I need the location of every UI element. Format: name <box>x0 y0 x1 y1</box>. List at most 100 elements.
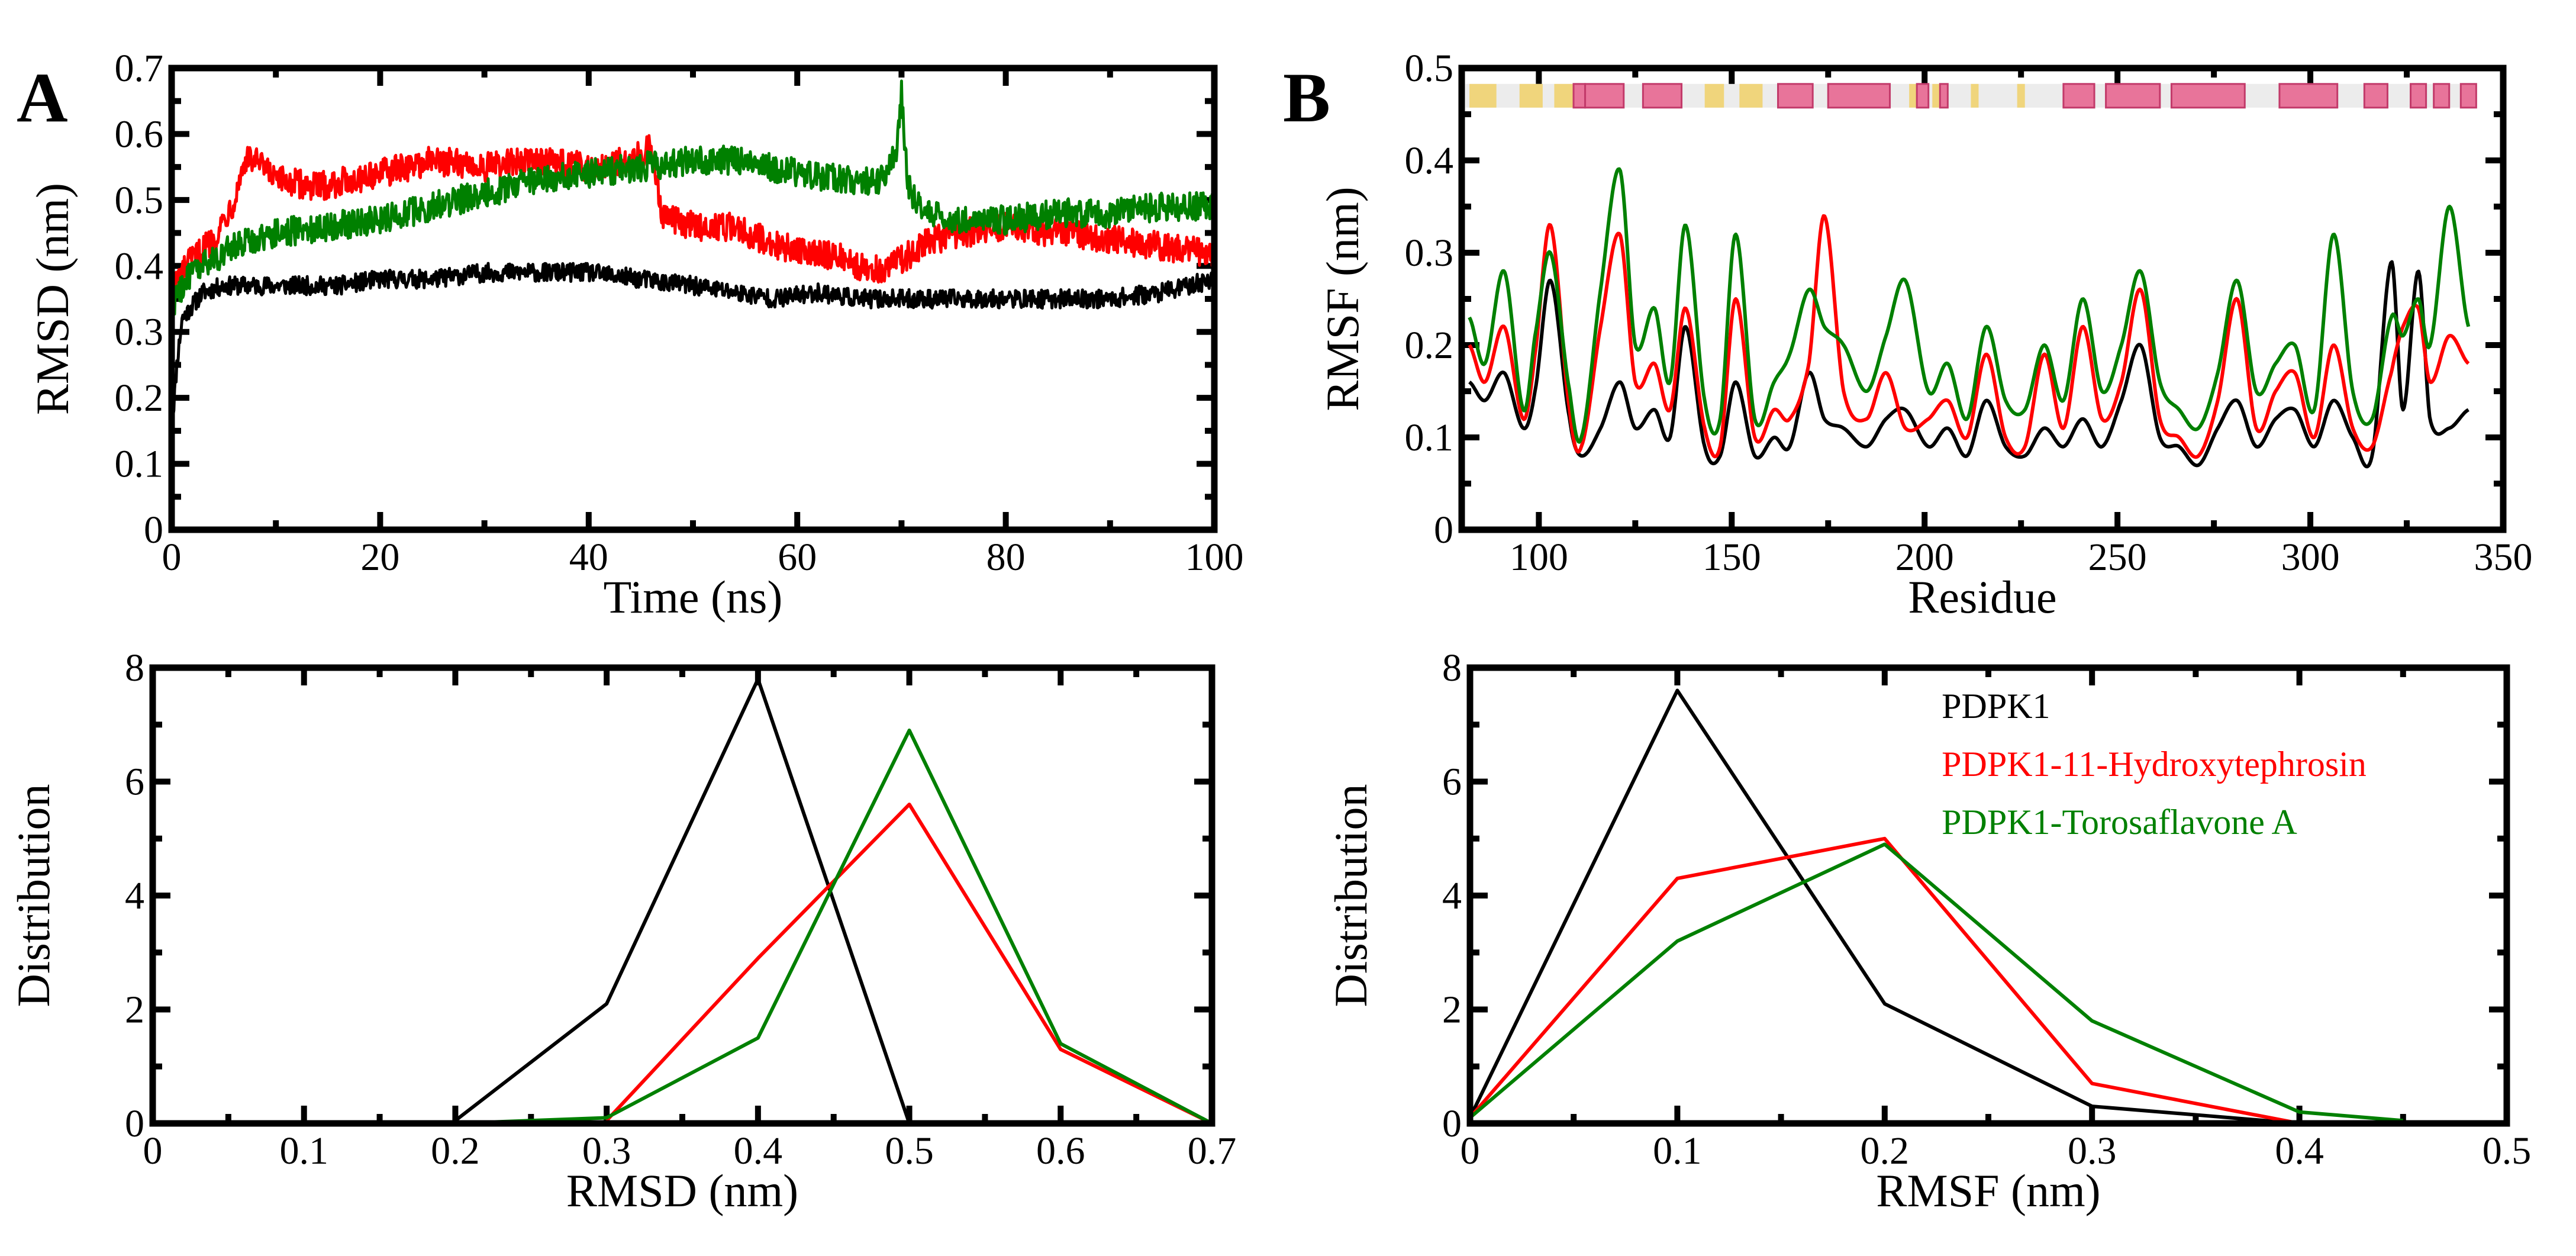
legend-entry-pdpk1-11-hydroxytephrosin: PDPK1-11-Hydroxytephrosin <box>1942 745 2367 784</box>
x-tick-label: 0.6 <box>1036 1129 1085 1173</box>
y-tick-label: 0 <box>144 508 163 552</box>
series-line-pdpk1-torosaflavone-a <box>1470 842 2404 1123</box>
x-tick-label: 0.5 <box>885 1129 934 1173</box>
x-axis-title: RMSD (nm) <box>566 1165 798 1216</box>
x-tick-label: 0.1 <box>1653 1129 1702 1173</box>
y-tick-label: 0.3 <box>115 311 164 354</box>
x-tick-label: 0.7 <box>1188 1129 1237 1173</box>
x-tick-label: 40 <box>569 536 608 579</box>
y-tick-label: 4 <box>125 874 144 917</box>
helix-segment <box>1572 83 1587 109</box>
y-tick-label: 0.5 <box>1405 47 1454 90</box>
x-tick-label: 0 <box>143 1129 163 1173</box>
rmsf-distribution-chart: 0 0.1 0.2 0.3 0.4 0.5 0 2 4 6 8 RMSF (nm) Distributi… <box>1325 646 2531 1216</box>
helix-segment <box>2459 83 2477 109</box>
y-tick-label: 0.7 <box>115 47 164 90</box>
y-axis-title: RMSD (nm) <box>27 183 78 415</box>
plot-frame <box>168 65 1218 533</box>
series-line-pdpk1-torosaflavone-a <box>455 728 1212 1123</box>
x-axis-title: RMSF (nm) <box>1876 1165 2100 1216</box>
y-tick-label: 0.4 <box>115 244 164 288</box>
sheet-segment <box>1704 83 1724 108</box>
x-tick-label: 150 <box>1703 536 1761 579</box>
axis-ticks <box>150 665 1215 1126</box>
helix-segment <box>1584 83 1625 109</box>
y-tick-label: 0.1 <box>115 443 164 486</box>
x-tick-label: 0.4 <box>2275 1129 2324 1173</box>
series-line-pdpk1-11-hydroxytephrosin <box>1468 214 2470 459</box>
sheet-segment <box>1971 83 1979 108</box>
y-tick-label: 0.3 <box>1405 231 1454 275</box>
helix-segment <box>1777 83 1814 109</box>
helix-segment <box>1939 83 1949 109</box>
x-axis-title: Time (ns) <box>604 571 783 623</box>
plot-area <box>1470 688 2404 1123</box>
x-tick-label: 0 <box>1461 1129 1480 1173</box>
panel-letter-b: B <box>1283 58 1330 137</box>
rmsf-residue-chart: 100 150 200 250 300 350 0 0.1 0.2 0.3 0.4 0.5 Residu… <box>1317 47 2533 623</box>
plot-frame <box>1458 65 2507 533</box>
series-line-pdpk1-torosaflavone-a <box>1468 167 2471 444</box>
x-tick-label: 100 <box>1185 536 1244 579</box>
rmsd-distribution-chart: 0 0.1 0.2 0.3 0.4 0.5 0.6 0.7 0 2 4 6 8 RMSD (nm) Dist… <box>8 646 1236 1216</box>
y-tick-label: 0.4 <box>1405 139 1454 182</box>
y-tick-label: 6 <box>1442 761 1462 804</box>
series-line-pdpk1-11-hydroxytephrosin <box>172 134 1214 305</box>
plot-area <box>172 79 1214 436</box>
x-tick-label: 20 <box>360 536 399 579</box>
y-axis-title: Distribution <box>8 784 59 1007</box>
helix-segment <box>1827 83 1891 109</box>
plot-area <box>454 677 1212 1123</box>
legend-entry-pdpk1-torosaflavone-a: PDPK1-Torosaflavone A <box>1942 803 2297 842</box>
plot-area <box>1465 83 2477 469</box>
x-tick-label: 0 <box>162 536 182 579</box>
x-tick-label: 80 <box>986 536 1026 579</box>
plot-frame <box>1466 664 2510 1127</box>
y-tick-label: 8 <box>1442 646 1462 690</box>
x-tick-label: 0.3 <box>2068 1129 2117 1173</box>
y-tick-label: 0 <box>125 1102 144 1145</box>
helix-segment <box>2278 83 2339 109</box>
series-line-pdpk1 <box>454 677 911 1123</box>
helix-segment <box>2433 83 2451 109</box>
y-tick-label: 2 <box>125 988 144 1032</box>
y-tick-label: 0.1 <box>1405 416 1454 459</box>
series-line-pdpk1 <box>1470 688 2300 1123</box>
helix-segment <box>2170 83 2246 109</box>
y-tick-label: 2 <box>1442 988 1462 1032</box>
sheet-segment <box>2017 83 2025 108</box>
x-tick-label: 250 <box>2088 536 2147 579</box>
y-tick-label: 0.2 <box>1405 324 1454 367</box>
legend-entry-pdpk1: PDPK1 <box>1942 687 2050 726</box>
rmsd-time-chart: 0 20 40 60 80 100 0 0.1 0.2 0.3 0.4 0.5 0.6 0.7 Time (… <box>27 47 1244 623</box>
y-tick-label: 8 <box>125 646 144 690</box>
helix-segment <box>2062 83 2095 109</box>
x-tick-label: 60 <box>778 536 817 579</box>
sheet-segment <box>1932 83 1940 108</box>
axis-ticks <box>1462 65 2506 533</box>
sheet-segment <box>1909 83 1917 108</box>
series-line-pdpk1 <box>172 262 1214 436</box>
series-line-pdpk1-11-hydroxytephrosin <box>605 803 1212 1123</box>
y-tick-label: 6 <box>125 761 144 804</box>
sheet-segment <box>1469 83 1497 108</box>
y-axis-title: RMSF (nm) <box>1317 186 1368 411</box>
helix-segment <box>2410 83 2427 109</box>
y-tick-label: 0.6 <box>115 112 164 156</box>
x-tick-label: 0.1 <box>279 1129 328 1173</box>
x-tick-label: 0.4 <box>734 1129 783 1173</box>
series-line-pdpk1 <box>1468 260 2469 469</box>
x-axis-title: Residue <box>1908 571 2056 623</box>
x-tick-label: 100 <box>1510 536 1568 579</box>
helix-segment <box>1916 83 1930 109</box>
series-line-pdpk1-11-hydroxytephrosin <box>1470 836 2300 1123</box>
x-tick-label: 0.2 <box>431 1129 480 1173</box>
helix-segment <box>2363 83 2388 109</box>
series-line-pdpk1-torosaflavone-a <box>172 79 1214 316</box>
x-tick-label: 350 <box>2474 536 2533 579</box>
y-tick-label: 0 <box>1442 1102 1462 1145</box>
panel-letter-a: A <box>17 58 68 137</box>
x-tick-label: 300 <box>2281 536 2340 579</box>
x-tick-label: 0.5 <box>2482 1129 2532 1173</box>
